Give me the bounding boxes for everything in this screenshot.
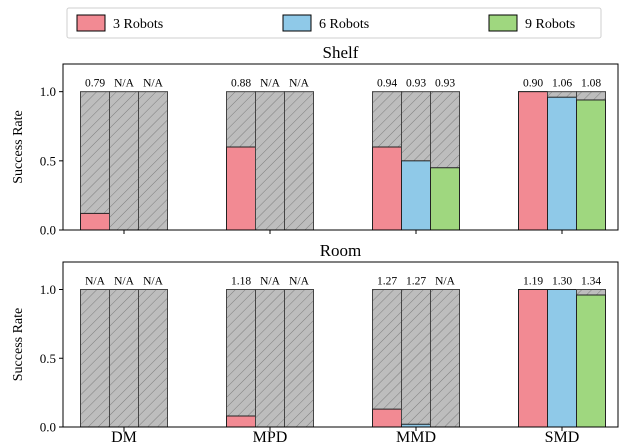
legend-frame: [66, 7, 602, 39]
bar-background: [255, 289, 285, 428]
bar-label: N/A: [114, 276, 135, 288]
y-tick-label: 0.5: [40, 153, 56, 168]
bar-background: [430, 289, 460, 428]
bar-background: [109, 91, 139, 231]
bar-label: 1.27: [406, 276, 426, 288]
bar-label: 1.27: [377, 276, 397, 288]
bar-label: 1.19: [523, 276, 543, 288]
bar-label: N/A: [85, 276, 106, 288]
bar-background: [80, 91, 110, 231]
bar-label: N/A: [289, 78, 310, 90]
y-tick-label: 0.5: [40, 351, 56, 366]
legend-label: 9 Robots: [525, 17, 575, 32]
bar: [226, 146, 256, 231]
panel-room: Room N/A N/A N/A 1.18 N/A N/A 1.27 1.27 N/A 1.19 1.…: [11, 241, 619, 435]
bar-label: N/A: [435, 276, 456, 288]
axes-frame: [62, 261, 619, 428]
x-tick-label: MMD: [396, 429, 436, 445]
bar: [226, 415, 256, 428]
bar-label: 1.30: [552, 276, 572, 288]
bar: [518, 289, 548, 428]
y-tick-label: 0.0: [40, 420, 56, 435]
legend-swatch: [76, 14, 106, 32]
x-tick-label: DM: [111, 429, 137, 445]
y-tick-label: 0.0: [40, 223, 56, 238]
bar-background: [138, 91, 168, 231]
bar-label: 1.18: [231, 276, 251, 288]
bar: [430, 167, 460, 231]
bar-background: [109, 289, 139, 428]
bar: [518, 91, 548, 231]
bar-label: N/A: [143, 276, 164, 288]
bar: [547, 289, 577, 428]
bar: [401, 160, 431, 231]
bar-label: 1.06: [552, 78, 572, 90]
panel-title: Room: [320, 241, 362, 260]
bar-label: N/A: [143, 78, 164, 90]
legend-swatch: [282, 14, 312, 32]
bar: [547, 96, 577, 231]
bar-label: 1.08: [581, 78, 601, 90]
axes-frame: [62, 63, 619, 231]
bar-background: [372, 289, 402, 428]
bar-label: N/A: [260, 276, 281, 288]
bar: [372, 408, 402, 428]
y-axis-label: Success Rate: [11, 110, 26, 183]
y-axis-label: Success Rate: [11, 308, 26, 381]
panel-shelf: Shelf 0.79 N/A N/A 0.88 N/A N/A 0.94 0.93 0.93 0.9…: [11, 43, 619, 238]
y-tick-label: 1.0: [40, 282, 56, 297]
legend-label: 3 Robots: [113, 17, 163, 32]
bar-label: 0.93: [406, 78, 426, 90]
legend-label: 6 Robots: [319, 17, 369, 32]
panels: Shelf 0.79 N/A N/A 0.88 N/A N/A 0.94 0.93 0.93 0.9…: [11, 43, 619, 445]
bar-background: [80, 289, 110, 428]
bar: [80, 212, 110, 231]
bar: [576, 99, 606, 231]
bar-background: [284, 289, 314, 428]
x-axis-labels: DM MPD MMD SMD: [111, 429, 579, 445]
bar-background: [226, 289, 256, 428]
bar-background: [284, 91, 314, 231]
x-tick-label: MPD: [253, 429, 288, 445]
panel-title: Shelf: [323, 43, 359, 62]
bar-label: N/A: [289, 276, 310, 288]
bar-label: 0.94: [377, 78, 397, 90]
bar-label: N/A: [260, 78, 281, 90]
bar-label: N/A: [114, 78, 135, 90]
bar-label: 0.88: [231, 78, 251, 90]
bar-background: [138, 289, 168, 428]
bar-label: 1.34: [581, 276, 601, 288]
bar-label: 0.90: [523, 78, 543, 90]
legend: 3 Robots 6 Robots 9 Robots: [66, 7, 602, 39]
bar-label: 0.79: [85, 78, 105, 90]
bar: [576, 294, 606, 428]
bar-background: [401, 289, 431, 428]
bar-background: [255, 91, 285, 231]
bar-label: 0.93: [435, 78, 455, 90]
y-tick-label: 1.0: [40, 84, 56, 99]
legend-swatch: [488, 14, 518, 32]
x-tick-label: SMD: [545, 429, 580, 445]
bar: [372, 146, 402, 231]
